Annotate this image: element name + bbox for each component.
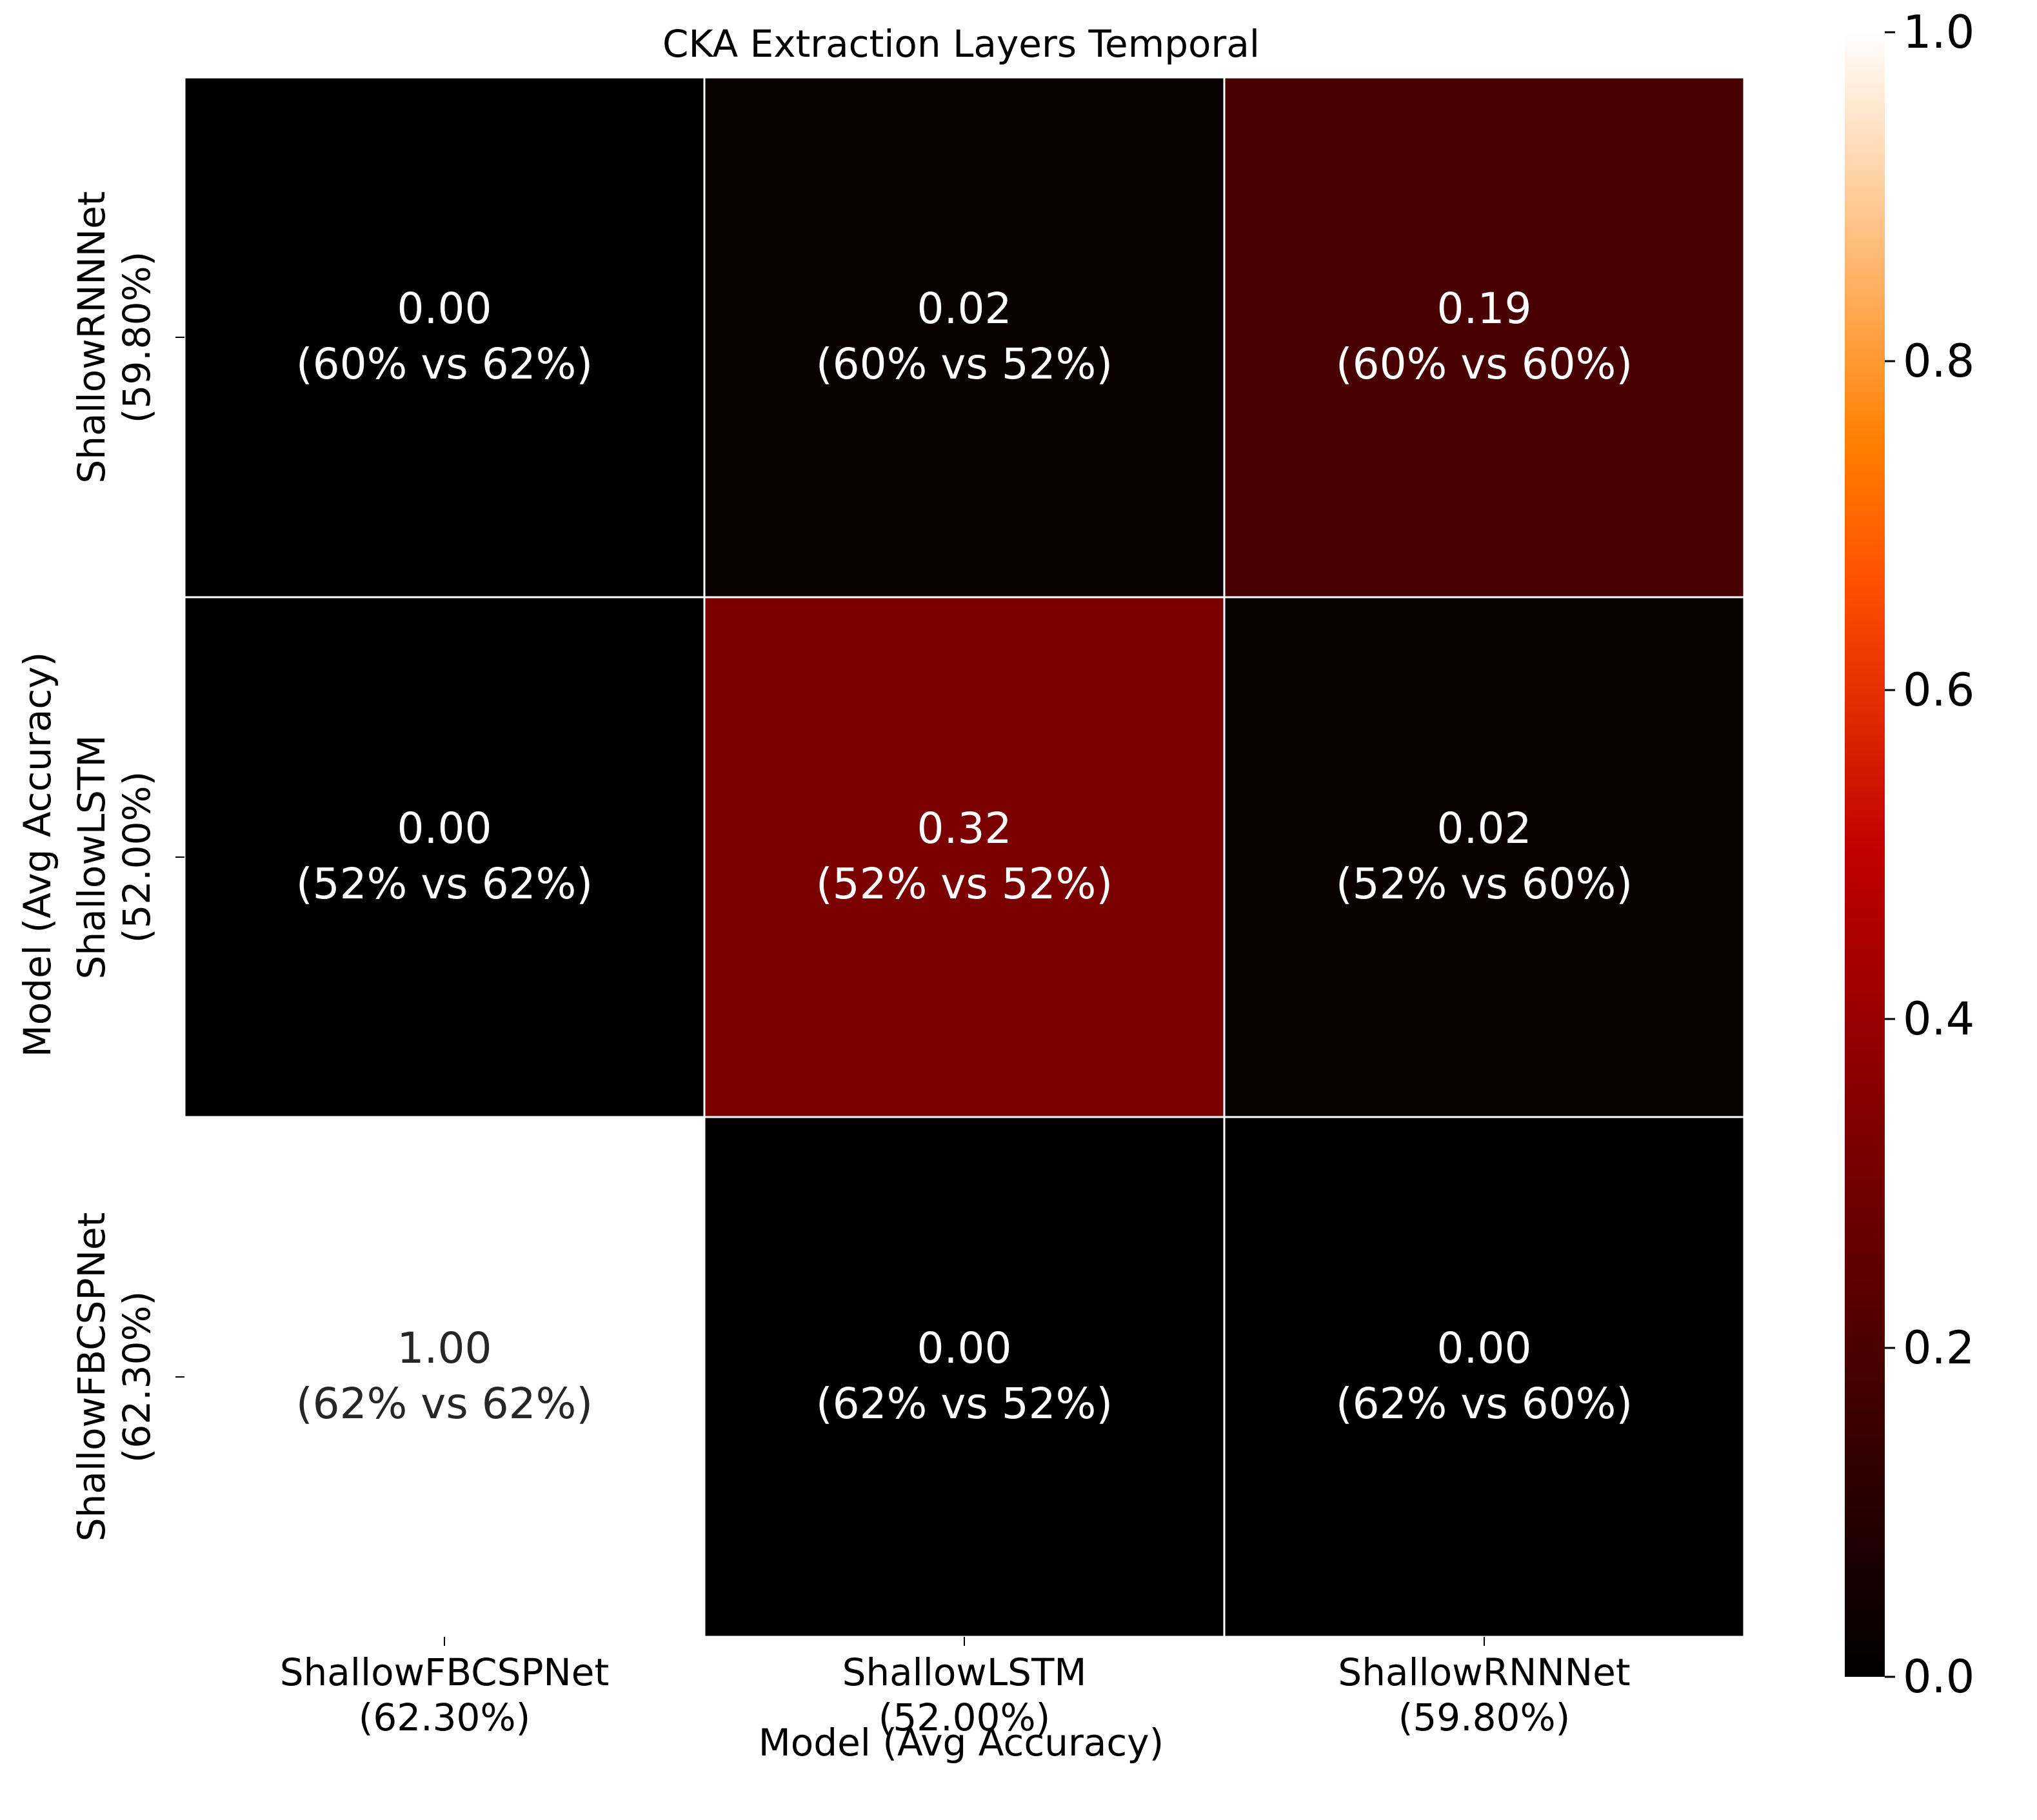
- y-tick-label: ShallowLSTM: [70, 735, 114, 980]
- heatmap-cell-r2-c1: [703, 1116, 1226, 1638]
- heatmap-cell-r2-c2: [1223, 1116, 1745, 1638]
- y-tick-sublabel: (62.30%): [115, 1291, 159, 1463]
- colorbar-tick-label: 0.4: [1903, 993, 1974, 1045]
- x-tick-label: ShallowLSTM: [842, 1650, 1087, 1694]
- y-axis-label: Model (Avg Accuracy): [15, 652, 59, 1057]
- cell-value-label: 0.02: [1437, 804, 1532, 853]
- cell-value-label: 0.19: [1437, 284, 1532, 333]
- cell-value-label: 0.00: [397, 804, 492, 853]
- cell-accuracy-label: (60% vs 62%): [296, 339, 593, 389]
- cell-value-label: 0.02: [917, 284, 1012, 333]
- cell-accuracy-label: (62% vs 62%): [296, 1379, 593, 1429]
- cell-accuracy-label: (62% vs 60%): [1336, 1379, 1633, 1429]
- x-tick-label: ShallowFBCSPNet: [280, 1650, 610, 1694]
- heatmap-cell-r1-c0: [183, 596, 706, 1118]
- colorbar-tick-label: 0.6: [1903, 664, 1974, 717]
- cell-accuracy-label: (52% vs 62%): [296, 859, 593, 909]
- x-axis-label: Model (Avg Accuracy): [759, 1721, 1164, 1765]
- y-tick-label: ShallowRNNNet: [70, 191, 114, 483]
- cell-accuracy-label: (52% vs 60%): [1336, 859, 1633, 909]
- colorbar-tick-label: 0.0: [1903, 1650, 1974, 1703]
- colorbar-tick-label: 0.2: [1903, 1321, 1974, 1374]
- x-axis-ticks: ShallowFBCSPNet(62.30%) ShallowLSTM(52.00…: [280, 1637, 1631, 1739]
- y-axis-ticks: ShallowRNNNet (59.80%) ShallowLSTM (52.00%)…: [70, 191, 184, 1541]
- y-tick-sublabel: (59.80%): [115, 252, 159, 423]
- heatmap-cell-r0-c2: [1223, 76, 1745, 598]
- heatmap-cell-r0-c1: [703, 76, 1226, 598]
- cell-accuracy-label: (60% vs 52%): [816, 339, 1113, 389]
- x-tick-label: ShallowRNNNet: [1338, 1650, 1630, 1694]
- cell-accuracy-label: (52% vs 52%): [816, 859, 1113, 909]
- heatmap-cells: [183, 76, 1745, 1638]
- y-tick-sublabel: (52.00%): [115, 771, 159, 943]
- colorbar-tick-label: 0.8: [1903, 335, 1974, 388]
- colorbar: [1845, 32, 1885, 1677]
- x-tick-sublabel: (59.80%): [1398, 1696, 1570, 1739]
- y-tick-label: ShallowFBCSPNet: [70, 1212, 114, 1542]
- heatmap-cell-r2-c0: [183, 1116, 706, 1638]
- cell-value-label: 0.00: [1437, 1323, 1532, 1373]
- cell-value-label: 0.00: [917, 1323, 1012, 1373]
- x-tick-sublabel: (62.30%): [359, 1696, 530, 1739]
- cell-accuracy-label: (62% vs 52%): [816, 1379, 1113, 1429]
- cell-accuracy-label: (60% vs 60%): [1336, 339, 1633, 389]
- heatmap-cell-r1-c2: [1223, 596, 1745, 1118]
- x-tick-sublabel: (52.00%): [879, 1696, 1050, 1739]
- colorbar-tick-label: 1.0: [1903, 6, 1974, 59]
- heatmap-cell-r1-c1: [703, 596, 1226, 1118]
- cell-value-label: 0.00: [397, 284, 492, 333]
- chart-title: CKA Extraction Layers Temporal: [662, 22, 1260, 66]
- heatmap-cell-r0-c0: [183, 76, 706, 598]
- colorbar-ticks: 0.0 0.2 0.4 0.6 0.8 1.0: [1885, 6, 1974, 1703]
- heatmap-cell-labels: 0.00 (60% vs 62%) 0.02 (60% vs 52%) 0.19 (60%…: [296, 284, 1633, 1429]
- cell-value-label: 1.00: [397, 1323, 492, 1373]
- cell-value-label: 0.32: [917, 804, 1012, 853]
